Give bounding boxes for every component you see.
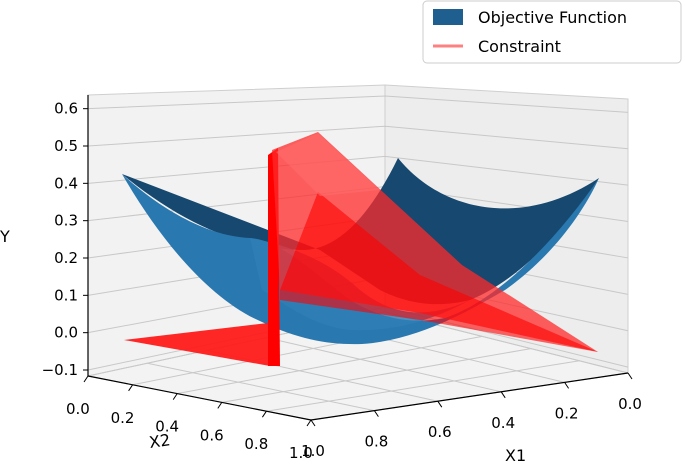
x2-grid-line (177, 335, 483, 395)
legend: Objective Function Constraint (422, 0, 682, 64)
z-tick-label: −0.1 (42, 361, 78, 379)
x2-axis-line (87, 375, 312, 421)
x1-axis-ticks: 0.0 0.2 0.4 0.6 0.8 1.0 (301, 372, 642, 460)
x1-axis-label: X1 (505, 446, 526, 464)
x1-tick-label: 0.4 (491, 414, 515, 432)
x1-tick-label: 0.8 (364, 433, 388, 451)
x1-tick-mark (564, 382, 570, 389)
x2-tick-mark (217, 402, 223, 409)
x2-grid-line (221, 348, 531, 403)
x2-tick-label: 0.8 (244, 435, 268, 453)
x1-axis-line (310, 372, 629, 421)
x1-tick-label: 0.6 (428, 423, 452, 441)
z-tick-label: 0.1 (54, 286, 78, 304)
z-tick-label: 0.4 (54, 174, 78, 192)
x2-tick-mark (261, 410, 267, 418)
constraint-flat-left (124, 323, 270, 366)
x2-axis-label: X2 (148, 430, 172, 452)
legend-box (422, 0, 682, 64)
x1-tick-mark (437, 400, 443, 408)
x2-tick-label: 0.2 (111, 409, 135, 427)
z-axis-ticks: −0.1 0.0 0.1 0.2 0.3 0.4 0.5 0.6 (42, 100, 88, 379)
x2-tick-mark (306, 419, 312, 427)
z-axis-label: Y (0, 227, 10, 246)
legend-swatch-objective (433, 9, 463, 25)
x2-tick-mark (83, 375, 89, 383)
z-tick-label: 0.3 (54, 212, 78, 230)
z-grid-line (87, 125, 629, 150)
constraint-surface (124, 132, 598, 366)
legend-label-objective: Objective Function (478, 8, 627, 27)
x1-tick-mark (627, 372, 633, 380)
x2-tick-mark (172, 393, 178, 400)
z-tick-label: 0.0 (54, 324, 78, 342)
z-tick-label: 0.2 (54, 249, 78, 267)
x1-tick-label: 0.2 (555, 404, 579, 422)
z-tick-label: 0.6 (54, 100, 78, 118)
x2-grid-line (266, 360, 580, 412)
x1-tick-mark (310, 419, 316, 427)
x2-tick-label: 1.0 (289, 444, 313, 462)
x1-tick-label: 0.0 (618, 395, 642, 413)
z-grid-line (87, 155, 629, 186)
z-tick-label: 0.5 (54, 137, 78, 155)
constraint-hatch-band (276, 133, 380, 196)
x1-grid-line (266, 337, 502, 393)
constraint-front-plane (280, 192, 598, 352)
x2-axis-ticks: 0.0 0.2 0.4 0.6 0.8 1.0 (66, 375, 313, 462)
x2-tick-label: 0.6 (200, 426, 224, 444)
x1-tick-mark (500, 391, 506, 399)
x1-grid-line (147, 362, 375, 412)
x1-tick-label: 1.0 (301, 442, 325, 460)
x2-tick-label: 0.4 (155, 418, 179, 436)
x2-tick-label: 0.0 (66, 400, 90, 418)
x1-tick-mark (373, 410, 379, 417)
axis-frame (87, 95, 629, 421)
z-grid-line (87, 95, 629, 113)
legend-label-constraint: Constraint (478, 37, 561, 56)
x2-tick-mark (128, 384, 134, 392)
